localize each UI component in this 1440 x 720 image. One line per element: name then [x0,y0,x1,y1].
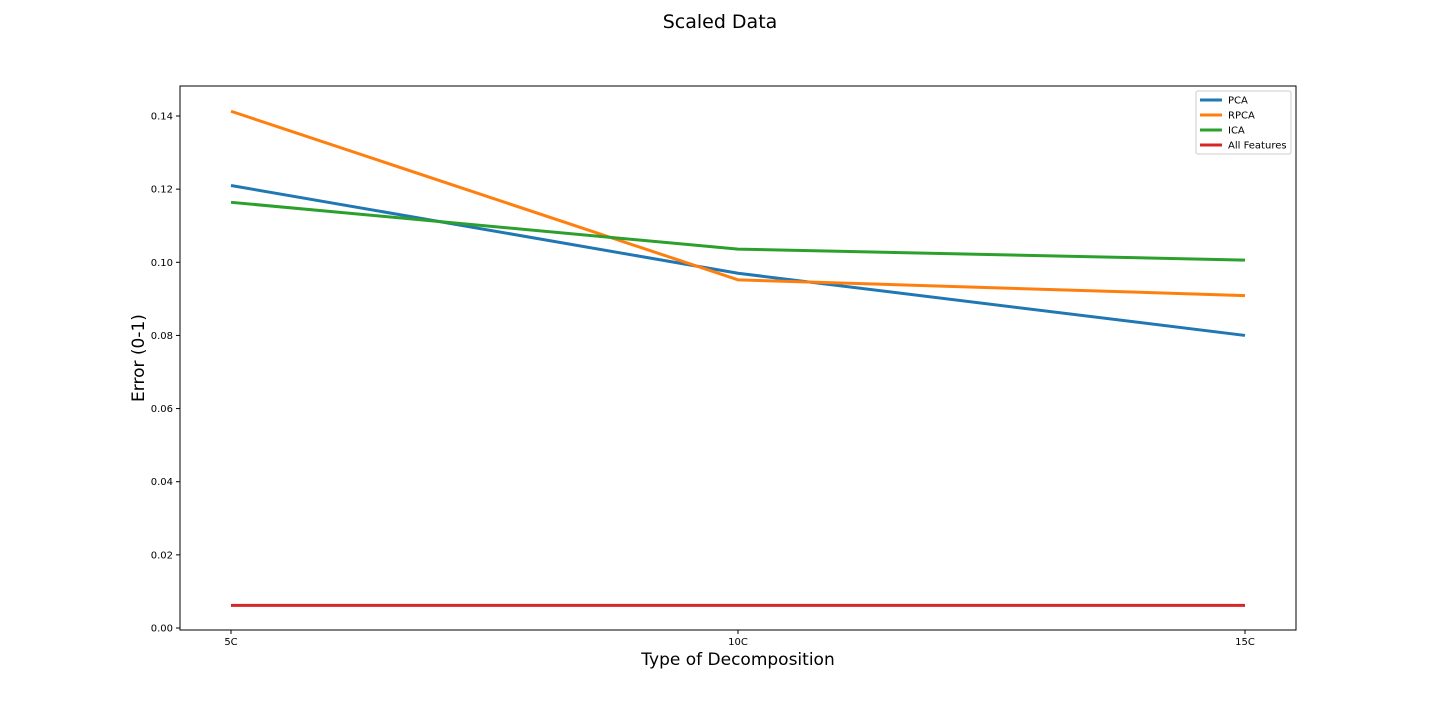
legend-label: ICA [1228,126,1245,137]
series-layer [230,109,1246,607]
legend-label: All Features [1228,141,1287,152]
legend-label: PCA [1228,96,1248,107]
y-tick-label: 0.10 [151,258,173,269]
legend-box [1195,90,1292,155]
x-tick-label: 5C [224,637,237,648]
series-line-pca [230,184,1246,337]
y-tick-label: 0.04 [151,477,173,488]
series-line-ica [230,200,1246,262]
y-tick-label: 0.08 [151,331,173,342]
chart-title: Scaled Data [663,11,778,33]
x-tick-label: 15C [1235,637,1255,648]
y-axis-label: Error (0-1) [129,314,149,402]
y-tick-label: 0.00 [151,624,173,635]
legend: PCA RPCA ICA All Features [1195,90,1292,155]
y-tick-label: 0.12 [151,185,173,196]
y-tick-label: 0.14 [151,112,173,123]
x-axis-label: Type of Decomposition [640,650,834,670]
axes: 0.00 0.02 0.04 0.06 0.08 0.10 0.12 0.14 5C 10C 15C [151,112,1255,649]
y-tick-label: 0.06 [151,404,173,415]
x-tick-label: 10C [728,637,748,648]
series-line-rpca [230,109,1246,298]
y-tick-label: 0.02 [151,550,173,561]
plot-frame [179,85,1297,631]
legend-label: RPCA [1228,111,1255,122]
